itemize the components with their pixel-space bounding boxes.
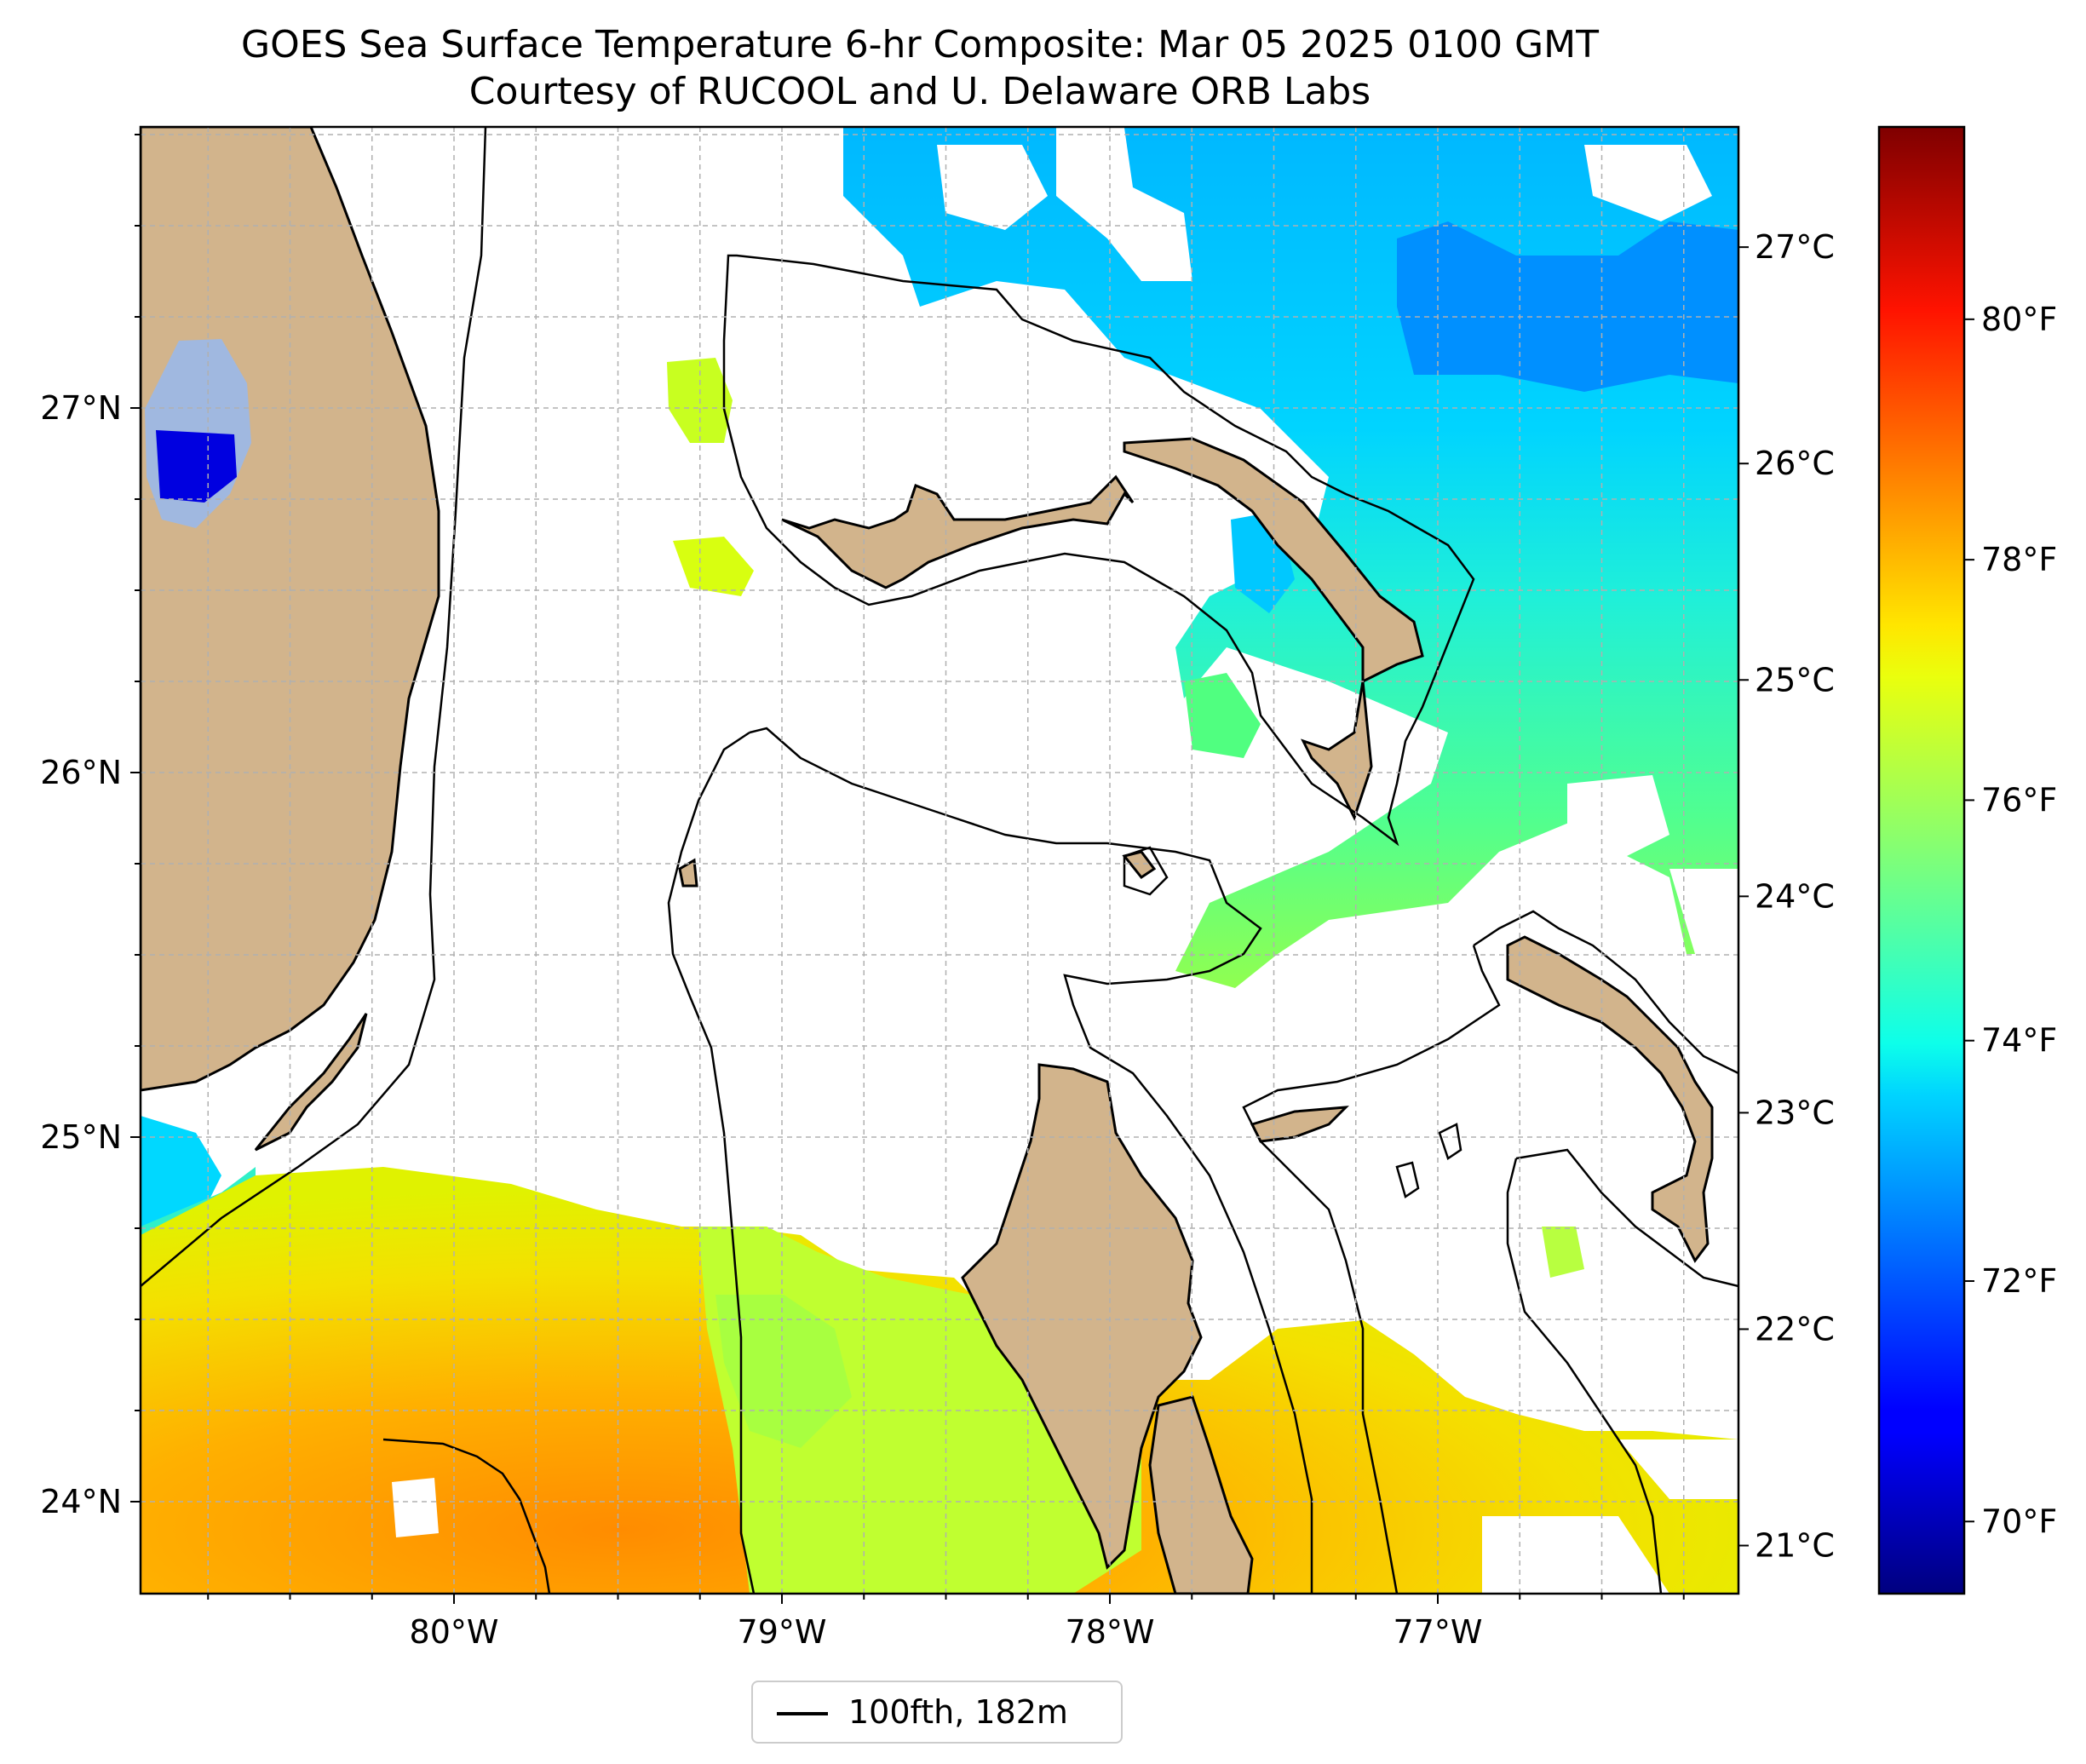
isobath-line	[1438, 1123, 1462, 1160]
isobath-line	[1506, 1158, 1663, 1594]
cloud-gap	[1669, 869, 1738, 954]
land-florida-keys	[254, 1013, 368, 1152]
colorbar-f-label: 70°F	[1981, 1503, 2057, 1540]
lon-tick-label: 80°W	[410, 1613, 499, 1651]
colorbar-c-label: 24°C	[1755, 877, 1835, 915]
sst-green-patch	[1184, 673, 1261, 758]
isobath-line	[749, 727, 1313, 1594]
colorbar-gradient	[1877, 125, 1966, 1595]
land-new-providence	[1250, 1106, 1349, 1143]
lake-okeechobee-deep	[156, 430, 237, 503]
isobath-line	[1473, 910, 1738, 1075]
legend-line-swatch	[777, 1712, 828, 1715]
lon-tick-label: 78°W	[1066, 1613, 1155, 1651]
lat-tick-label: 27°N	[40, 389, 122, 427]
map-subtitle: Courtesy of RUCOOL and U. Delaware ORB L…	[468, 70, 1371, 113]
colorbar-f-label: 78°F	[1981, 541, 2057, 578]
axis-ticks: 80°W 79°W 78°W 77°W 27°N 26°N 25°N 24°N	[40, 134, 1685, 1651]
isobath-line	[141, 127, 487, 1287]
cloud-gap	[392, 1478, 439, 1537]
sst-yellow-green-patch	[1542, 1227, 1584, 1278]
lon-tick-label: 79°W	[738, 1613, 827, 1651]
land-andros-south	[1148, 1395, 1254, 1594]
sst-yellow-green-patch	[673, 537, 754, 596]
colorbar: 80°F 78°F 76°F 74°F 72°F 70°F 27°C 26°C 25°C 24°C…	[1738, 125, 2057, 1595]
isobath-line	[382, 1438, 551, 1594]
map-title: GOES Sea Surface Temperature 6-hr Compos…	[240, 23, 1599, 66]
cloud-gap	[1056, 128, 1192, 281]
isobath-line	[722, 254, 1475, 847]
land-eleuthera	[1506, 935, 1714, 1263]
colorbar-f-label: 76°F	[1981, 781, 2057, 819]
map-frame	[139, 125, 1740, 1595]
sst-cyan-west	[141, 1116, 221, 1227]
colorbar-c-label: 23°C	[1755, 1094, 1835, 1131]
cloud-gap	[1567, 775, 1669, 860]
colorbar-c-label: 22°C	[1755, 1310, 1835, 1347]
isobath-line	[1395, 1161, 1420, 1198]
legend: 100fth, 182m	[751, 1681, 1123, 1744]
isobath-line	[1242, 945, 1501, 1594]
colorbar-f-label: 74°F	[1981, 1022, 2057, 1060]
cloud-gap	[1482, 1516, 1669, 1594]
lat-tick-label: 24°N	[40, 1483, 122, 1520]
sst-deep-blue-patch	[1397, 221, 1738, 392]
colorbar-c-label: 21°C	[1755, 1527, 1835, 1565]
lat-tick-label: 25°N	[40, 1118, 122, 1156]
isobath-line	[1123, 846, 1169, 896]
colorbar-f-label: 72°F	[1981, 1262, 2057, 1300]
graticule	[141, 127, 1738, 1594]
land-grand-bahama	[781, 474, 1135, 589]
land-bimini	[678, 858, 698, 888]
sst-straits-green-patch	[715, 1295, 852, 1448]
colorbar-c-label: 25°C	[1755, 661, 1835, 698]
colorbar-c-label: 26°C	[1755, 445, 1835, 482]
isobath-line	[1515, 1148, 1738, 1288]
land-andros	[961, 1063, 1203, 1570]
colorbar-c-label: 27°C	[1755, 228, 1835, 266]
lat-tick-label: 26°N	[40, 754, 122, 791]
legend-label: 100fth, 182m	[848, 1693, 1068, 1731]
cloud-gap	[1618, 1439, 1738, 1499]
cloud-gap	[1584, 145, 1712, 221]
cloud-gap	[937, 145, 1048, 230]
colorbar-f-label: 80°F	[1981, 301, 2057, 338]
lon-tick-label: 77°W	[1394, 1613, 1483, 1651]
